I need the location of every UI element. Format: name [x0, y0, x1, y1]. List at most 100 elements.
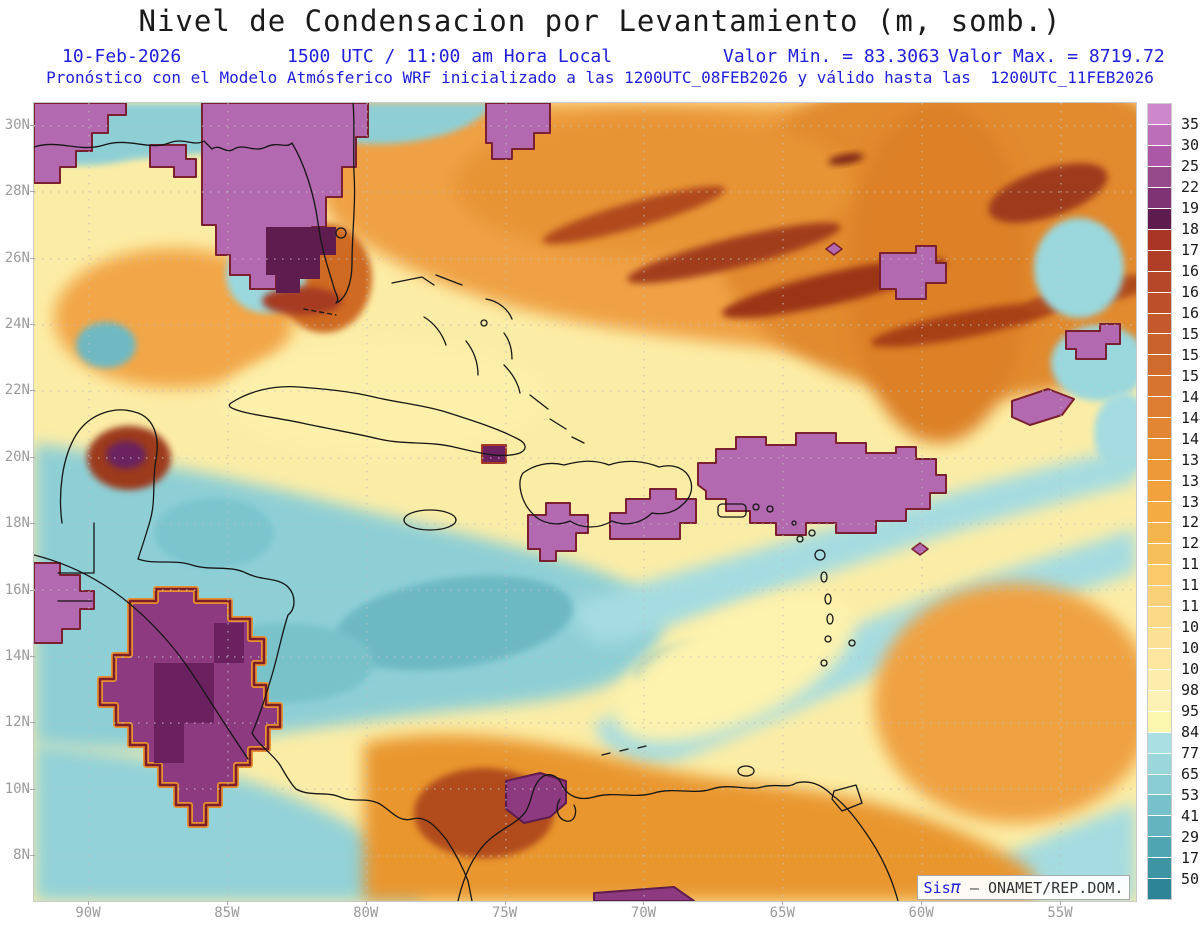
colorbar-segment: [1148, 711, 1171, 733]
lat-tick-mark: [30, 589, 35, 591]
colorbar-tick-label: 170: [1181, 849, 1200, 868]
lon-tick-label: 85W: [214, 905, 240, 921]
lat-tick-label: 26N: [4, 249, 30, 266]
lon-tick-label: 65W: [769, 905, 795, 921]
graticule-gridlines: [34, 103, 1136, 901]
colorbar-segment: [1148, 627, 1171, 649]
colorbar-tick-label: 840: [1181, 723, 1200, 742]
colorbar-segment: [1148, 795, 1171, 817]
attribution-box: Sis π – ONAMET/REP.DOM.: [917, 875, 1130, 900]
colorbar-segment: [1148, 669, 1171, 691]
colorbar-tick-label: 1685: [1181, 261, 1200, 280]
lon-tick-mark: [365, 901, 367, 905]
lat-tick-mark: [30, 722, 35, 724]
colorbar-tick-label: 1800: [1181, 219, 1200, 238]
colorbar-segment: [1148, 313, 1171, 335]
colorbar-segment: [1148, 292, 1171, 314]
colorbar-tick-label: 2200: [1181, 177, 1200, 196]
colorbar-tick-label: 1650: [1181, 282, 1200, 301]
lat-tick-mark: [30, 390, 35, 392]
lat-tick-label: 16N: [4, 581, 30, 598]
map-plot-area: [33, 102, 1137, 902]
lat-tick-label: 10N: [4, 780, 30, 797]
colorbar-tick-label: 985: [1181, 681, 1200, 700]
lon-tick-label: 60W: [908, 905, 934, 921]
colorbar-tick-label: 1230: [1181, 534, 1200, 553]
map-art: [34, 103, 1136, 901]
colorbar-segment: [1148, 732, 1171, 754]
lon-tick-mark: [1060, 901, 1062, 905]
colorbar-tick-label: 1405: [1181, 429, 1200, 448]
colorbar-segment: [1148, 334, 1171, 356]
value-max-label: Valor Max. = 8719.72: [948, 46, 1165, 67]
lat-tick-mark: [30, 125, 35, 126]
colorbar-segment: [1148, 753, 1171, 775]
colorbar-segment: [1148, 523, 1171, 545]
lon-tick-mark: [226, 901, 228, 905]
colorbar-tick-label: 1950: [1181, 198, 1200, 217]
colorbar-tick-label: 1125: [1181, 597, 1200, 616]
colorbar-segment: [1148, 460, 1171, 482]
lat-tick-label: 28N: [4, 183, 30, 200]
lon-tick-label: 80W: [353, 905, 379, 921]
lat-tick-mark: [30, 523, 35, 525]
page-title: Nivel de Condensacion por Levantamiento …: [138, 4, 1062, 38]
organization-label: ONAMET/REP.DOM.: [987, 878, 1124, 897]
colorbar-tick-label: 650: [1181, 765, 1200, 784]
lat-tick-mark: [30, 324, 35, 326]
lon-tick-mark: [504, 901, 506, 905]
colorbar-tick-label: 1475: [1181, 387, 1200, 406]
colorbar-segment: [1148, 585, 1171, 607]
colorbar-segment: [1148, 397, 1171, 419]
colorbar-segment: [1148, 502, 1171, 524]
lat-tick-label: 14N: [4, 647, 30, 664]
colorbar-segment: [1148, 124, 1171, 146]
lon-tick-label: 75W: [491, 905, 518, 921]
colorbar-segment: [1148, 816, 1171, 838]
colorbar-tick-label: 290: [1181, 828, 1200, 847]
colorbar: [1147, 103, 1172, 900]
colorbar-tick-label: 530: [1181, 786, 1200, 805]
colorbar-segment: [1148, 774, 1171, 796]
lat-tick-mark: [30, 655, 35, 657]
colorbar-segment: [1148, 187, 1171, 209]
lat-tick-label: 30N: [4, 117, 30, 133]
colorbar-tick-label: 2500: [1181, 156, 1200, 175]
colorbar-tick-label: 1055: [1181, 639, 1200, 658]
lat-tick-mark: [30, 257, 35, 259]
attribution-separator: –: [960, 878, 988, 897]
colorbar-tick-label: 3000: [1181, 135, 1200, 154]
pi-symbol: π: [950, 877, 961, 898]
colorbar-tick-label: 1020: [1181, 660, 1200, 679]
lon-tick-mark: [782, 901, 784, 905]
model-init-line: Pronóstico con el Modelo Atmósferico WRF…: [46, 68, 1154, 87]
colorbar-segment: [1148, 606, 1171, 628]
colorbar-tick-label: 1335: [1181, 471, 1200, 490]
colorbar-segment: [1148, 355, 1171, 377]
colorbar-segment: [1148, 250, 1171, 272]
colorbar-tick-label: 1160: [1181, 576, 1200, 595]
lat-tick-label: 8N: [13, 846, 30, 863]
forecast-date: 10-Feb-2026: [62, 46, 182, 67]
colorbar-tick-label: 1265: [1181, 513, 1200, 532]
colorbar-segment: [1148, 648, 1171, 670]
colorbar-segment: [1148, 208, 1171, 230]
colorbar-segment: [1148, 690, 1171, 712]
colorbar-tick-label: 1195: [1181, 555, 1200, 574]
colorbar-segment: [1148, 271, 1171, 293]
lat-tick-label: 18N: [4, 515, 30, 532]
purple-maxima-regions: [34, 103, 1121, 901]
lon-tick-mark: [921, 901, 923, 905]
colorbar-segment: [1148, 439, 1171, 461]
colorbar-tick-label: 410: [1181, 807, 1200, 826]
value-min-label: Valor Min. = 83.3063: [723, 46, 940, 67]
colorbar-tick-label: 1545: [1181, 345, 1200, 364]
colorbar-tick-label: 1580: [1181, 324, 1200, 343]
colorbar-tick-label: 770: [1181, 744, 1200, 763]
lat-tick-mark: [30, 854, 35, 856]
colorbar-tick-label: 1090: [1181, 618, 1200, 637]
colorbar-segment: [1148, 564, 1171, 586]
lat-tick-mark: [30, 456, 35, 458]
lon-tick-mark: [88, 901, 89, 905]
